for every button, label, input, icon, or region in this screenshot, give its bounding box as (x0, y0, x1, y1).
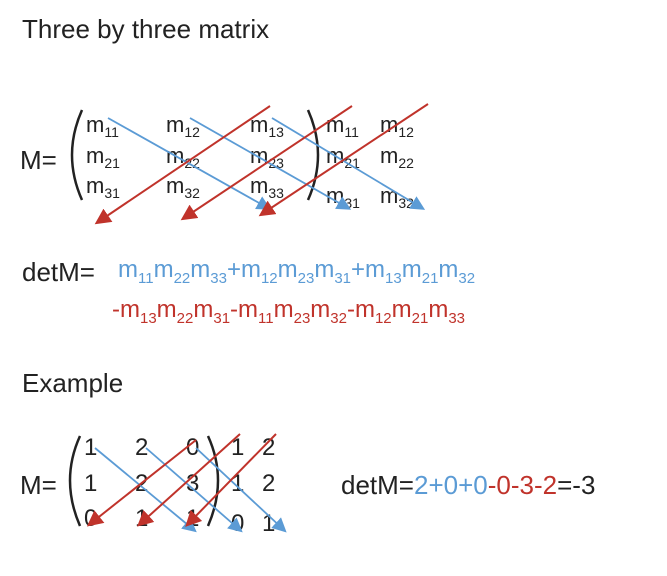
matrix-cell: m13 (250, 112, 284, 140)
matrix-cell: m32 (380, 183, 414, 211)
matrix-cell: m33 (250, 173, 284, 201)
example-det-positive: 2+0+0 (414, 470, 488, 500)
example-cell: 0 (84, 505, 98, 532)
det-label: detM= (22, 257, 95, 287)
example-det-formula: detM=2+0+0-0-3-2=-3 (341, 470, 595, 501)
example-cell: 0 (186, 434, 200, 461)
matrix-cell: m31 (326, 183, 360, 211)
example-right-bracket (206, 435, 220, 527)
slide-title: Three by three matrix (22, 14, 270, 44)
example-det-negative: -0-3-2 (487, 470, 558, 500)
matrix-label: M= (20, 145, 57, 175)
matrix-cell: m32 (166, 173, 200, 201)
matrix-cell: m11 (326, 112, 359, 140)
example-cell: 2 (135, 434, 149, 461)
right-bracket (306, 109, 320, 201)
example-matrix-label: M= (20, 470, 57, 500)
matrix-cell: m23 (250, 143, 284, 171)
example-cell: 1 (84, 434, 98, 461)
formula-negative: -m13m22m31-m11m23m32-m12m21m33 (112, 296, 466, 327)
example-cell: 1 (262, 510, 276, 537)
matrix-cell: m22 (166, 143, 200, 171)
example-cell: 2 (135, 470, 149, 497)
example-det-prefix: detM= (341, 470, 414, 500)
matrix-cell: m11 (86, 112, 119, 140)
formula-positive: m11m22m33+m12m23m31+m13m21m32 (118, 256, 476, 287)
example-cell: 1 (186, 505, 200, 532)
matrix-cell: m22 (380, 143, 414, 171)
matrix-cell: m21 (326, 143, 360, 171)
example-heading: Example (22, 368, 124, 398)
example-cell: 1 (231, 434, 245, 461)
example-cell: 2 (262, 470, 276, 497)
example-cell: 3 (186, 470, 200, 497)
matrix-cell: m12 (166, 112, 200, 140)
example-left-bracket (68, 435, 82, 527)
matrix-cell: m12 (380, 112, 414, 140)
example-cell: 0 (231, 510, 245, 537)
example-cell: 1 (135, 505, 149, 532)
matrix-cell: m31 (86, 173, 120, 201)
matrix-cell: m21 (86, 143, 120, 171)
example-det-result: =-3 (557, 470, 596, 500)
example-cell: 1 (84, 470, 98, 497)
example-cell: 2 (262, 434, 276, 461)
example-cell: 1 (231, 470, 245, 497)
left-bracket (70, 109, 84, 201)
